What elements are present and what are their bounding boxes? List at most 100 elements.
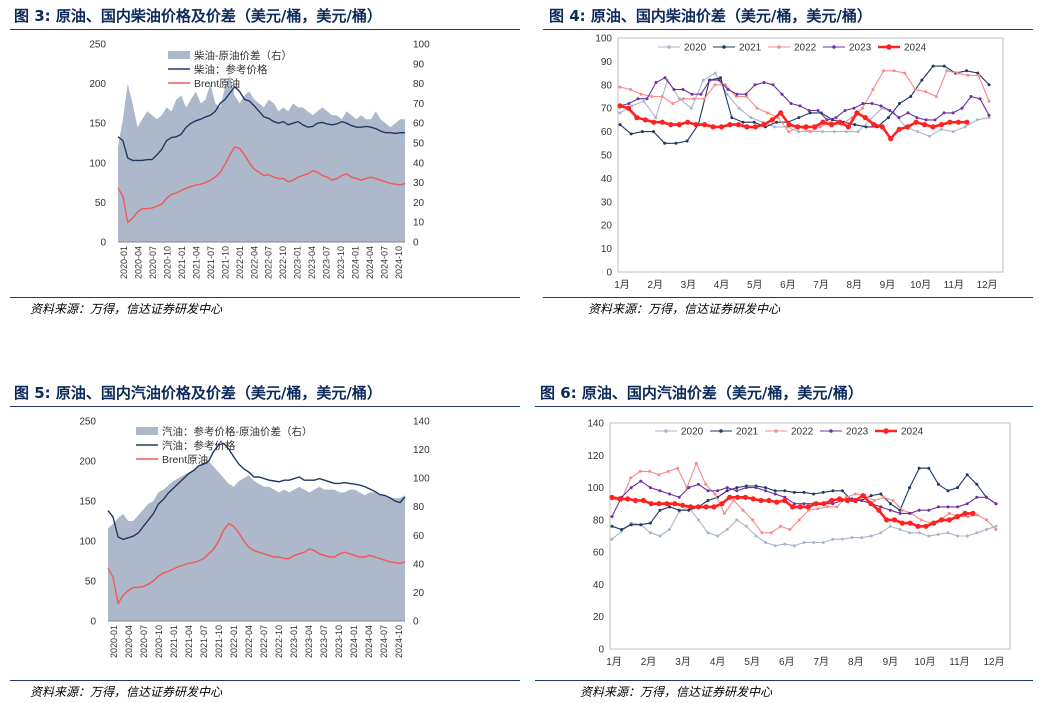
data-point-2020 bbox=[951, 130, 955, 134]
data-point-2024 bbox=[812, 124, 818, 130]
x-tick-label: 2024-04 bbox=[364, 625, 374, 658]
data-point-2021 bbox=[783, 489, 787, 493]
data-point-2023 bbox=[696, 482, 700, 486]
data-point-2020 bbox=[965, 534, 969, 538]
legend-marker bbox=[829, 429, 833, 433]
data-point-2021 bbox=[773, 489, 777, 493]
data-point-2023 bbox=[753, 83, 757, 87]
data-point-2023 bbox=[852, 106, 856, 110]
data-point-2021 bbox=[965, 69, 969, 73]
legend-label: 2023 bbox=[846, 427, 869, 438]
data-point-2022 bbox=[913, 88, 917, 91]
data-point-2021 bbox=[942, 64, 946, 68]
data-point-2024 bbox=[752, 124, 758, 130]
data-point-2024 bbox=[789, 504, 796, 510]
data-point-2020 bbox=[987, 116, 991, 120]
data-point-2024 bbox=[797, 504, 803, 510]
data-point-2022 bbox=[629, 476, 633, 480]
y-tick-label: 60 bbox=[593, 548, 605, 559]
data-point-2023 bbox=[879, 104, 883, 108]
data-point-2023 bbox=[965, 502, 969, 506]
chart-title: 图 6: 原油、国内汽油价差（美元/桶，美元/桶） bbox=[540, 382, 863, 403]
right-tick-label: 20 bbox=[413, 198, 425, 209]
data-point-2023 bbox=[898, 511, 902, 515]
x-tick-label: 2023-07 bbox=[319, 625, 329, 658]
x-tick-label: 2024-04 bbox=[365, 246, 375, 279]
data-point-2023 bbox=[897, 116, 901, 120]
data-point-2024 bbox=[891, 517, 898, 523]
data-point-2020 bbox=[908, 531, 912, 535]
data-point-2021 bbox=[931, 64, 935, 68]
data-point-2021 bbox=[775, 120, 778, 124]
data-point-2024 bbox=[693, 122, 699, 128]
data-point-2020 bbox=[716, 534, 720, 538]
right-tick-label: 60 bbox=[413, 119, 425, 130]
data-point-2020 bbox=[725, 528, 729, 531]
data-point-2024 bbox=[702, 122, 708, 128]
data-point-2023 bbox=[888, 109, 892, 112]
data-point-2021 bbox=[888, 502, 892, 506]
data-point-2023 bbox=[860, 499, 864, 502]
data-point-2021 bbox=[640, 130, 644, 134]
x-tick-label: 2021-10 bbox=[220, 246, 230, 279]
data-point-2024 bbox=[656, 501, 662, 507]
figure-title: 原油、国内柴油价差（美元/桶，美元/桶） bbox=[590, 7, 872, 25]
reference-price-line bbox=[117, 85, 405, 162]
data-point-2022 bbox=[704, 482, 708, 486]
data-point-2021 bbox=[812, 492, 816, 496]
source-rule bbox=[543, 297, 1033, 298]
left-tick-label: 0 bbox=[90, 617, 96, 628]
data-point-2020 bbox=[725, 92, 729, 96]
data-point-2024 bbox=[632, 497, 639, 504]
data-point-2022 bbox=[818, 125, 822, 129]
x-tick-label: 2月 bbox=[647, 279, 663, 291]
data-point-2024 bbox=[947, 119, 953, 125]
data-point-2022 bbox=[694, 461, 698, 465]
data-point-2022 bbox=[825, 505, 829, 509]
data-point-2020 bbox=[994, 524, 998, 528]
data-point-2020 bbox=[975, 531, 979, 535]
data-point-2020 bbox=[610, 537, 614, 541]
data-point-2022 bbox=[975, 513, 979, 517]
right-tick-label: 90 bbox=[413, 59, 425, 70]
x-tick-label: 2022-01 bbox=[235, 246, 245, 279]
legend-label: 2024 bbox=[901, 427, 924, 438]
data-point-2023 bbox=[834, 116, 838, 120]
data-point-2020 bbox=[654, 116, 658, 120]
data-point-2024 bbox=[761, 122, 767, 128]
legend-label: Brent原油 bbox=[194, 77, 240, 90]
right-tick-label: 20 bbox=[413, 588, 425, 599]
x-tick-label: 7月 bbox=[813, 279, 829, 291]
x-tick-label: 3月 bbox=[675, 656, 691, 668]
data-point-2022 bbox=[787, 130, 791, 134]
data-point-2023 bbox=[672, 88, 676, 91]
title-rule bbox=[543, 29, 1033, 30]
data-point-2021 bbox=[920, 78, 924, 82]
brent-line bbox=[117, 146, 406, 224]
right-tick-label: 10 bbox=[413, 218, 425, 229]
data-point-2024 bbox=[907, 520, 913, 526]
data-point-2022 bbox=[861, 106, 864, 110]
y-tick-label: 60 bbox=[601, 127, 613, 138]
data-point-2021 bbox=[987, 83, 991, 87]
data-point-2020 bbox=[936, 532, 940, 536]
data-point-2024 bbox=[803, 124, 809, 130]
data-point-2022 bbox=[638, 469, 642, 473]
series-line-2023 bbox=[611, 480, 997, 517]
data-point-2021 bbox=[629, 523, 633, 527]
left-tick-label: 100 bbox=[79, 537, 96, 548]
data-point-2022 bbox=[618, 85, 622, 89]
legend-label: 2023 bbox=[849, 43, 872, 54]
data-point-2023 bbox=[946, 505, 950, 509]
data-point-2023 bbox=[975, 495, 979, 499]
data-point-2024 bbox=[845, 124, 851, 130]
legend-label: 2020 bbox=[681, 427, 704, 438]
data-point-2024 bbox=[625, 496, 631, 502]
data-point-2024 bbox=[676, 122, 682, 128]
x-tick-label: 2020-04 bbox=[124, 625, 134, 658]
x-tick-label: 2021-04 bbox=[184, 625, 194, 658]
data-point-2021 bbox=[658, 508, 662, 512]
data-point-2020 bbox=[831, 537, 835, 541]
right-tick-label: 40 bbox=[413, 559, 425, 570]
data-point-2021 bbox=[674, 141, 678, 145]
